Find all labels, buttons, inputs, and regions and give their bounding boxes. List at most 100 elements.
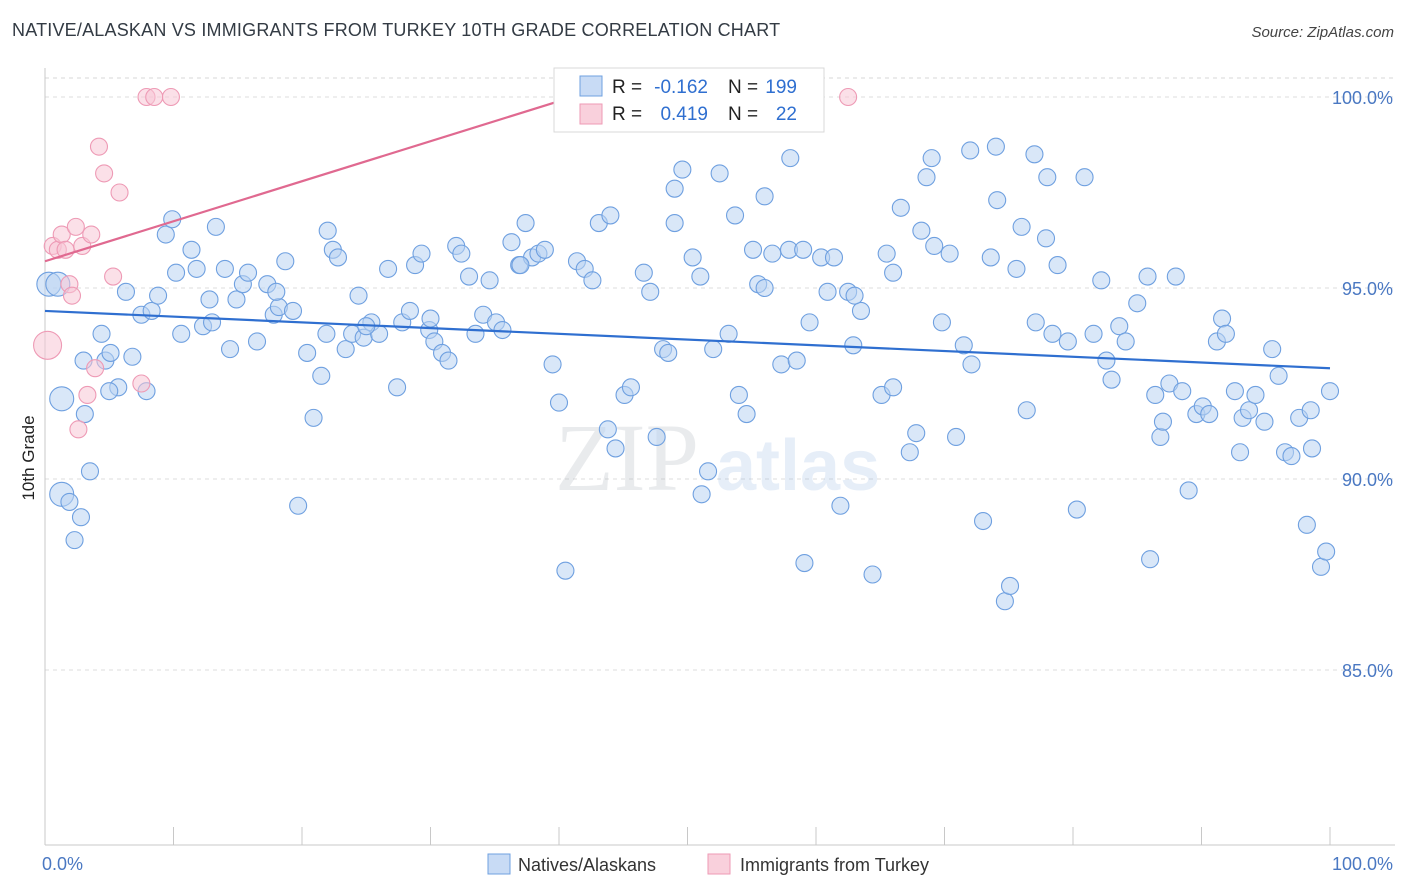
data-point: [1231, 443, 1250, 462]
data-point: [863, 565, 882, 584]
data-point: [328, 248, 348, 267]
data-point: [101, 343, 120, 362]
data-point: [781, 149, 800, 168]
data-point: [1026, 313, 1045, 332]
data-point: [172, 324, 191, 343]
data-point: [795, 553, 814, 573]
data-point: [145, 87, 164, 107]
data-point: [156, 225, 175, 244]
stats-r-value-1: -0.162: [654, 77, 708, 98]
data-point: [283, 301, 303, 320]
data-point: [421, 309, 440, 328]
data-point: [961, 141, 980, 160]
legend-swatch-turkey: [707, 853, 731, 875]
data-point: [1097, 351, 1116, 370]
data-point: [336, 340, 355, 359]
data-point: [1058, 332, 1077, 351]
data-point: [132, 374, 151, 393]
y-tick-label: 85.0%: [1342, 661, 1393, 681]
legend-swatch-natives: [487, 853, 511, 875]
data-point: [787, 351, 806, 370]
data-point: [1166, 267, 1185, 286]
data-point: [925, 236, 944, 256]
data-point: [92, 324, 111, 343]
data-point: [33, 330, 63, 360]
data-point: [917, 168, 936, 187]
data-point: [276, 252, 295, 271]
y-tick-labels: 85.0% 90.0% 95.0% 100.0%: [1332, 88, 1393, 681]
data-point: [851, 301, 871, 320]
data-point: [289, 496, 308, 515]
data-point: [1153, 412, 1172, 431]
chart-title: NATIVE/ALASKAN VS IMMIGRANTS FROM TURKEY…: [12, 20, 781, 40]
data-point: [200, 290, 219, 309]
data-point: [772, 355, 791, 374]
data-point: [1075, 168, 1094, 187]
data-point: [535, 240, 554, 259]
data-point: [66, 217, 85, 236]
legend-label-natives: Natives/Alaskans: [518, 855, 656, 875]
data-point: [1017, 401, 1036, 420]
data-point: [932, 313, 951, 332]
data-point: [1216, 324, 1235, 343]
data-point: [298, 343, 317, 362]
data-point: [824, 248, 844, 267]
data-point: [86, 359, 105, 378]
data-point: [940, 244, 959, 263]
data-point: [1128, 294, 1147, 313]
data-point: [1102, 370, 1121, 389]
data-point: [1246, 385, 1265, 405]
data-point: [1048, 256, 1067, 275]
data-point: [95, 164, 114, 183]
data-point: [104, 267, 123, 286]
data-point: [247, 332, 267, 351]
data-point: [699, 462, 718, 481]
trend-lines: [44, 92, 1331, 370]
data-point: [466, 324, 485, 343]
data-point: [238, 263, 258, 282]
data-point: [412, 244, 431, 263]
data-point: [62, 286, 82, 305]
data-point: [1317, 542, 1336, 561]
data-point: [634, 263, 653, 282]
data-point: [317, 324, 336, 343]
data-point: [75, 405, 94, 424]
data-point: [598, 420, 617, 439]
data-point: [665, 179, 684, 198]
data-point: [900, 443, 919, 462]
data-point: [1146, 385, 1165, 405]
data-point: [549, 393, 569, 412]
x-tick-label: 100.0%: [1332, 854, 1393, 874]
data-point: [220, 340, 240, 359]
data-point: [100, 382, 119, 401]
watermark-zip: ZIP: [555, 404, 699, 511]
data-point: [1282, 447, 1301, 466]
data-point: [621, 378, 641, 397]
data-point: [60, 492, 79, 511]
data-point: [704, 340, 723, 359]
data-point: [845, 286, 864, 305]
data-point: [583, 271, 602, 290]
data-point: [78, 385, 97, 405]
data-point: [1138, 267, 1157, 286]
data-point: [215, 259, 234, 278]
data-point: [665, 214, 684, 233]
data-point: [80, 462, 100, 481]
data-point: [877, 244, 896, 263]
y-tick-label: 90.0%: [1342, 470, 1393, 490]
data-point: [206, 217, 225, 236]
data-point: [719, 324, 738, 343]
data-point: [800, 313, 819, 332]
stats-n-value-1: 199: [765, 77, 797, 98]
watermark: ZIP atlas: [555, 404, 880, 511]
data-point: [659, 343, 678, 362]
data-point: [1038, 168, 1057, 187]
data-point: [981, 248, 1000, 267]
stats-box: R = -0.162 N = 199 R = 0.419 N = 22: [553, 67, 825, 133]
trend-line-natives: [44, 309, 1331, 370]
data-point: [947, 427, 966, 447]
data-point: [312, 366, 331, 385]
data-point: [516, 214, 535, 233]
data-point: [227, 290, 246, 309]
